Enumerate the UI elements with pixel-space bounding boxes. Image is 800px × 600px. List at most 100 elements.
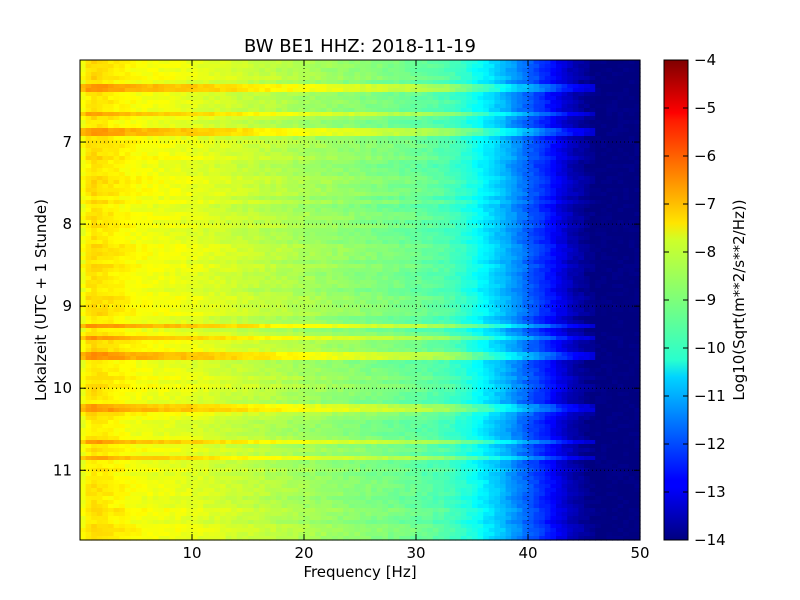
spectrogram-cell — [220, 120, 227, 125]
spectrogram-cell — [203, 204, 210, 209]
spectrogram-cell — [556, 160, 563, 165]
spectrogram-cell — [141, 228, 148, 233]
spectrogram-cell — [270, 128, 277, 133]
spectrogram-cell — [175, 104, 182, 109]
spectrogram-cell — [164, 256, 171, 261]
spectrogram-cell — [432, 76, 439, 81]
spectrogram-cell — [332, 244, 339, 249]
spectrogram-cell — [360, 80, 367, 85]
spectrogram-cell — [136, 180, 143, 185]
spectrogram-cell — [528, 84, 535, 89]
spectrogram-cell — [158, 152, 165, 157]
spectrogram-cell — [320, 108, 327, 113]
spectrogram-cell — [617, 184, 624, 189]
spectrogram-cell — [147, 244, 154, 249]
spectrogram-cell — [152, 60, 159, 65]
spectrogram-cell — [544, 196, 551, 201]
spectrogram-cell — [623, 204, 630, 209]
spectrogram-cell — [477, 172, 484, 177]
spectrogram-cell — [634, 172, 641, 177]
spectrogram-cell — [371, 144, 378, 149]
spectrogram-cell — [304, 240, 311, 245]
spectrogram-cell — [113, 76, 120, 81]
spectrogram-cell — [85, 212, 92, 217]
spectrogram-cell — [270, 228, 277, 233]
spectrogram-cell — [80, 152, 87, 157]
spectrogram-cell — [147, 148, 154, 153]
spectrogram-cell — [606, 104, 613, 109]
spectrogram-cell — [578, 84, 585, 89]
spectrogram-cell — [348, 192, 355, 197]
spectrogram-cell — [477, 96, 484, 101]
spectrogram-cell — [550, 152, 557, 157]
spectrogram-cell — [332, 184, 339, 189]
spectrogram-cell — [410, 144, 417, 149]
spectrogram-cell — [242, 64, 249, 69]
spectrogram-cell — [343, 236, 350, 241]
spectrogram-cell — [270, 180, 277, 185]
spectrogram-cell — [572, 136, 579, 141]
spectrogram-cell — [186, 68, 193, 73]
spectrogram-cell — [264, 108, 271, 113]
spectrogram-cell — [612, 132, 619, 137]
spectrogram-cell — [561, 100, 568, 105]
spectrogram-cell — [354, 168, 361, 173]
spectrogram-cell — [326, 104, 333, 109]
spectrogram-cell — [242, 68, 249, 73]
spectrogram-cell — [119, 200, 126, 205]
spectrogram-cell — [606, 220, 613, 225]
spectrogram-cell — [253, 168, 260, 173]
spectrogram-cell — [427, 248, 434, 253]
spectrogram-cell — [477, 180, 484, 185]
spectrogram-cell — [276, 200, 283, 205]
spectrogram-cell — [220, 208, 227, 213]
spectrogram-cell — [326, 72, 333, 77]
spectrogram-cell — [393, 96, 400, 101]
spectrogram-cell — [264, 64, 271, 69]
spectrogram-cell — [584, 196, 591, 201]
spectrogram-cell — [192, 60, 199, 65]
spectrogram-cell — [477, 104, 484, 109]
spectrogram-cell — [477, 72, 484, 77]
spectrogram-cell — [494, 100, 501, 105]
spectrogram-cell — [466, 132, 473, 137]
spectrogram-cell — [197, 236, 204, 241]
spectrogram-cell — [595, 68, 602, 73]
spectrogram-cell — [320, 116, 327, 121]
spectrogram-cell — [544, 96, 551, 101]
spectrogram-cell — [203, 248, 210, 253]
spectrogram-cell — [236, 60, 243, 65]
spectrogram-cell — [589, 220, 596, 225]
spectrogram-cell — [180, 76, 187, 81]
spectrogram-cell — [578, 228, 585, 233]
spectrogram-cell — [449, 116, 456, 121]
spectrogram-cell — [488, 168, 495, 173]
spectrogram-cell — [365, 192, 372, 197]
spectrogram-cell — [169, 152, 176, 157]
spectrogram-cell — [427, 220, 434, 225]
spectrogram-cell — [124, 156, 131, 161]
spectrogram-cell — [180, 232, 187, 237]
spectrogram-cell — [80, 256, 87, 261]
spectrogram-cell — [399, 148, 406, 153]
spectrogram-cell — [466, 184, 473, 189]
spectrogram-cell — [220, 196, 227, 201]
spectrogram-cell — [259, 200, 266, 205]
spectrogram-cell — [449, 136, 456, 141]
spectrogram-cell — [550, 84, 557, 89]
spectrogram-cell — [511, 60, 518, 65]
spectrogram-cell — [600, 72, 607, 77]
spectrogram-cell — [85, 232, 92, 237]
spectrogram-cell — [584, 120, 591, 125]
spectrogram-cell — [225, 208, 232, 213]
spectrogram-cell — [197, 256, 204, 261]
spectrogram-cell — [208, 176, 215, 181]
spectrogram-cell — [567, 156, 574, 161]
spectrogram-cell — [522, 176, 529, 181]
spectrogram-cell — [147, 144, 154, 149]
spectrogram-cell — [236, 204, 243, 209]
spectrogram-cell — [309, 168, 316, 173]
spectrogram-cell — [617, 68, 624, 73]
spectrogram-cell — [225, 108, 232, 113]
spectrogram-cell — [85, 152, 92, 157]
